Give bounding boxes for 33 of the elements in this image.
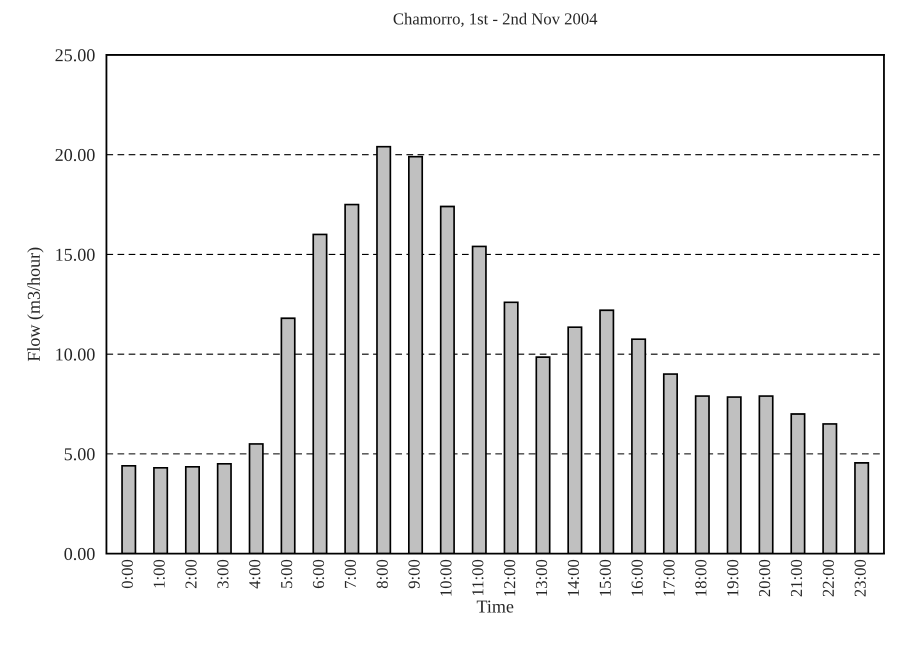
x-tick-label: 13:00: [536, 560, 548, 596]
x-tick-label: 11:00: [472, 560, 484, 596]
y-tick-label: 20.00: [55, 148, 95, 162]
x-tick-label: 10:00: [440, 560, 452, 596]
x-tick-label: 18:00: [695, 560, 707, 596]
x-tick-label: 5:00: [280, 560, 292, 588]
chart-title: Chamorro, 1st - 2nd Nov 2004: [394, 12, 598, 27]
x-tick-label: 7:00: [344, 560, 356, 588]
x-tick-label: 0:00: [122, 560, 133, 588]
x-tick-label: 22:00: [822, 560, 834, 596]
x-axis-title: Time: [476, 600, 514, 613]
x-tick-label: 4:00: [249, 560, 260, 588]
x-tick-label: 23:00: [854, 560, 866, 596]
x-tick-label: 16:00: [632, 560, 643, 596]
x-tick-label: 17:00: [663, 560, 675, 596]
x-tick-label: 8:00: [376, 560, 388, 588]
y-tick-label: 10.00: [56, 348, 95, 361]
x-tick-label: 21:00: [790, 560, 802, 596]
x-tick-label: 2:00: [185, 560, 197, 588]
x-tick-label: 12:00: [504, 560, 516, 596]
y-axis-title: Flow (m3/hour): [27, 248, 44, 362]
x-tick-label: 14:00: [568, 560, 580, 596]
x-tick-label: 1:00: [154, 560, 165, 588]
y-tick-label: 5.00: [64, 448, 95, 460]
x-tick-label: 6:00: [312, 560, 324, 588]
x-tick-label: 20:00: [758, 560, 770, 596]
x-tick-label: 9:00: [408, 560, 420, 588]
x-tick-label: 15:00: [600, 560, 611, 596]
x-tick-label: 19:00: [727, 560, 738, 596]
y-tick-label: 15.00: [56, 248, 95, 261]
y-tick-label: 25.00: [55, 49, 95, 62]
y-tick-label: 0.00: [64, 548, 95, 560]
x-tick-label: 3:00: [217, 560, 229, 588]
